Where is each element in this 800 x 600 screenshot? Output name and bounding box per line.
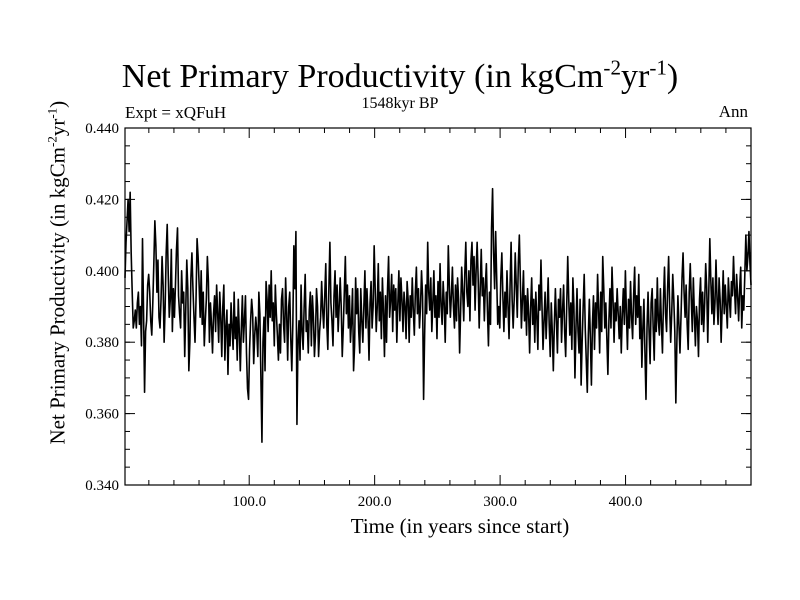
x-axis-label: Time (in years since start) bbox=[350, 514, 570, 538]
experiment-label: Expt = xQFuH bbox=[125, 103, 227, 122]
series-line bbox=[124, 187, 752, 443]
plot-frame bbox=[124, 127, 752, 486]
x-tick-label: 100.0 bbox=[232, 494, 266, 510]
axis-ticks: 0.340 0.360 0.380 0.400 0.420 0.440 100.0 200.0… bbox=[85, 121, 751, 510]
season-label: Ann bbox=[718, 102, 748, 121]
y-tick-label: 0.440 bbox=[85, 121, 119, 137]
y-axis-label: Net Primary Productivity (in kgCm-2yr-1) bbox=[44, 100, 70, 445]
data-series bbox=[124, 187, 752, 443]
y-tick-label: 0.360 bbox=[85, 407, 119, 423]
chart-subtitle: 1548kyr BP bbox=[361, 95, 439, 112]
y-tick-label: 0.340 bbox=[85, 478, 119, 494]
x-tick-label: 400.0 bbox=[609, 494, 643, 510]
y-tick-label: 0.400 bbox=[85, 264, 119, 280]
y-tick-label: 0.380 bbox=[85, 335, 119, 351]
x-tick-label: 200.0 bbox=[358, 494, 392, 510]
x-tick-label: 300.0 bbox=[483, 494, 517, 510]
chart-title: Net Primary Productivity (in kgCm-2yr-1) bbox=[121, 55, 679, 95]
y-tick-label: 0.420 bbox=[85, 192, 119, 208]
